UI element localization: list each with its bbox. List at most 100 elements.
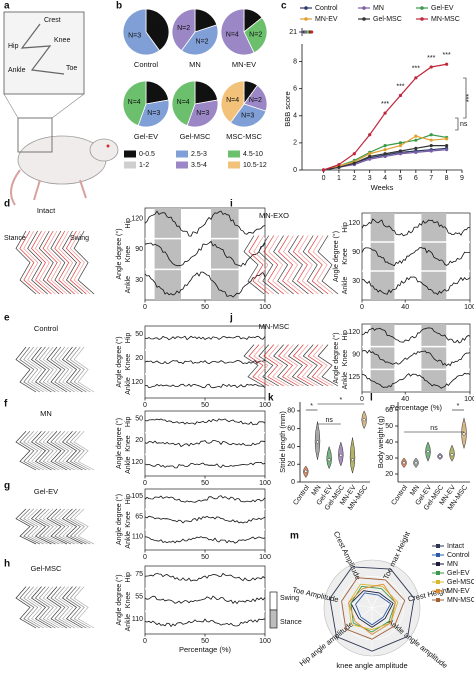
legend-marker	[436, 598, 440, 602]
legend-label: Control	[315, 5, 338, 12]
stick-figure	[42, 508, 64, 545]
joint-label: Knee	[125, 246, 132, 262]
legend-marker	[304, 17, 308, 21]
stick-figure	[30, 586, 52, 629]
stick-figure	[312, 344, 334, 387]
joint-label: Hip	[125, 416, 132, 427]
stick-figure	[292, 344, 314, 387]
stick-figure	[263, 235, 284, 295]
y-axis-label: Stride length (mm)	[278, 411, 287, 473]
y-tick-label: 125	[348, 374, 360, 381]
x-tick-label: 0	[360, 304, 364, 311]
slice-label: N=1	[196, 19, 209, 26]
series-point	[337, 162, 341, 167]
stick-figure	[54, 586, 75, 629]
stick-figure	[61, 586, 83, 629]
stick-figure	[287, 344, 309, 387]
y-tick-label: 90	[352, 249, 360, 256]
x-tick-label: 50	[201, 304, 209, 311]
gait-trace	[361, 218, 471, 237]
gait-trace	[144, 595, 266, 605]
gait-trace	[144, 536, 266, 544]
series-point	[429, 149, 433, 153]
y-tick-label: 60	[385, 407, 393, 414]
stick-figure	[38, 508, 60, 545]
stick-figure	[243, 235, 265, 295]
y-tick-label: 120	[348, 329, 360, 336]
significance: *	[457, 403, 460, 410]
y-tick-label: 20	[135, 355, 143, 362]
stick-figure	[54, 230, 75, 295]
joint-label: Hip	[125, 494, 132, 505]
stick-figure	[19, 230, 41, 295]
series-point	[398, 144, 403, 148]
stick-figure	[50, 508, 72, 545]
pie-slice	[122, 80, 147, 127]
connector	[51, 93, 85, 119]
panel-label: c	[281, 1, 287, 12]
legend-label: 0-0.5	[139, 151, 155, 158]
y-tick-label: 8	[293, 58, 297, 65]
stick-figure	[69, 431, 91, 471]
joint-label: Knee	[125, 592, 132, 608]
violin-body	[326, 445, 332, 470]
radar-series	[355, 592, 392, 626]
skeleton-label: Ankle	[8, 67, 26, 74]
y-tick-label: 50	[385, 423, 393, 430]
series-point	[310, 30, 314, 34]
y-axis-label: Angle degree (°)	[115, 574, 123, 625]
x-axis-label: Percentage (%)	[390, 403, 443, 412]
stick-figure	[50, 586, 72, 629]
stick-figure	[73, 586, 95, 629]
legend-label: MN-MSC	[447, 597, 474, 604]
stick-figure	[19, 431, 41, 471]
series-point	[429, 138, 433, 142]
stick-figure	[58, 508, 79, 545]
slice-label: N=2	[177, 25, 190, 32]
rat-tail	[10, 169, 21, 206]
joint-label: Hip	[342, 330, 349, 341]
stick-figure	[73, 346, 95, 393]
y-tick-label: 30	[352, 278, 360, 285]
x-tick-label: 40	[401, 396, 409, 403]
panel-title: MN	[40, 409, 52, 418]
stick-figure	[23, 346, 44, 393]
gait-trace	[144, 335, 266, 341]
y-tick-label: 75	[135, 571, 143, 578]
series-point	[383, 152, 387, 156]
y-axis-label: Angle degree (°)	[115, 418, 123, 469]
x-tick-label: 100	[464, 396, 474, 403]
joint-label: Ankle	[342, 277, 349, 295]
y-axis-label: BBB score	[283, 91, 292, 126]
series-point	[368, 157, 372, 161]
stick-figure	[46, 508, 68, 545]
y-tick-label: 0	[291, 479, 295, 486]
stick-figure	[317, 235, 339, 295]
series-point	[429, 65, 433, 69]
pie-title: MSC-MSC	[226, 132, 262, 141]
panel-label: h	[4, 559, 10, 570]
y-tick-label: 30	[135, 277, 143, 284]
legend-label: Gel-EV	[431, 5, 454, 12]
panel-label: l	[370, 393, 373, 404]
stick-figure	[69, 508, 91, 545]
gait-trace	[144, 572, 266, 582]
pie-title: MN-EV	[232, 60, 256, 69]
legend-swatch	[124, 161, 136, 169]
joint-label: Ankle	[125, 531, 132, 549]
gait-trace	[144, 271, 266, 298]
y-tick-label: 120	[131, 216, 143, 223]
joint-label: Knee	[125, 511, 132, 527]
stick-figure	[38, 586, 60, 629]
y-tick-label: 20	[135, 437, 143, 444]
stick-figure	[50, 346, 72, 393]
joint-label: Hip	[125, 333, 132, 344]
x-tick-label: 0	[360, 396, 364, 403]
violin-median	[462, 432, 466, 436]
stick-figure	[38, 346, 60, 393]
y-axis-label: Angle degree (°)	[332, 332, 340, 383]
radar-series	[341, 577, 406, 640]
stick-figure	[34, 431, 56, 471]
x-tick-label: 1	[337, 175, 341, 182]
